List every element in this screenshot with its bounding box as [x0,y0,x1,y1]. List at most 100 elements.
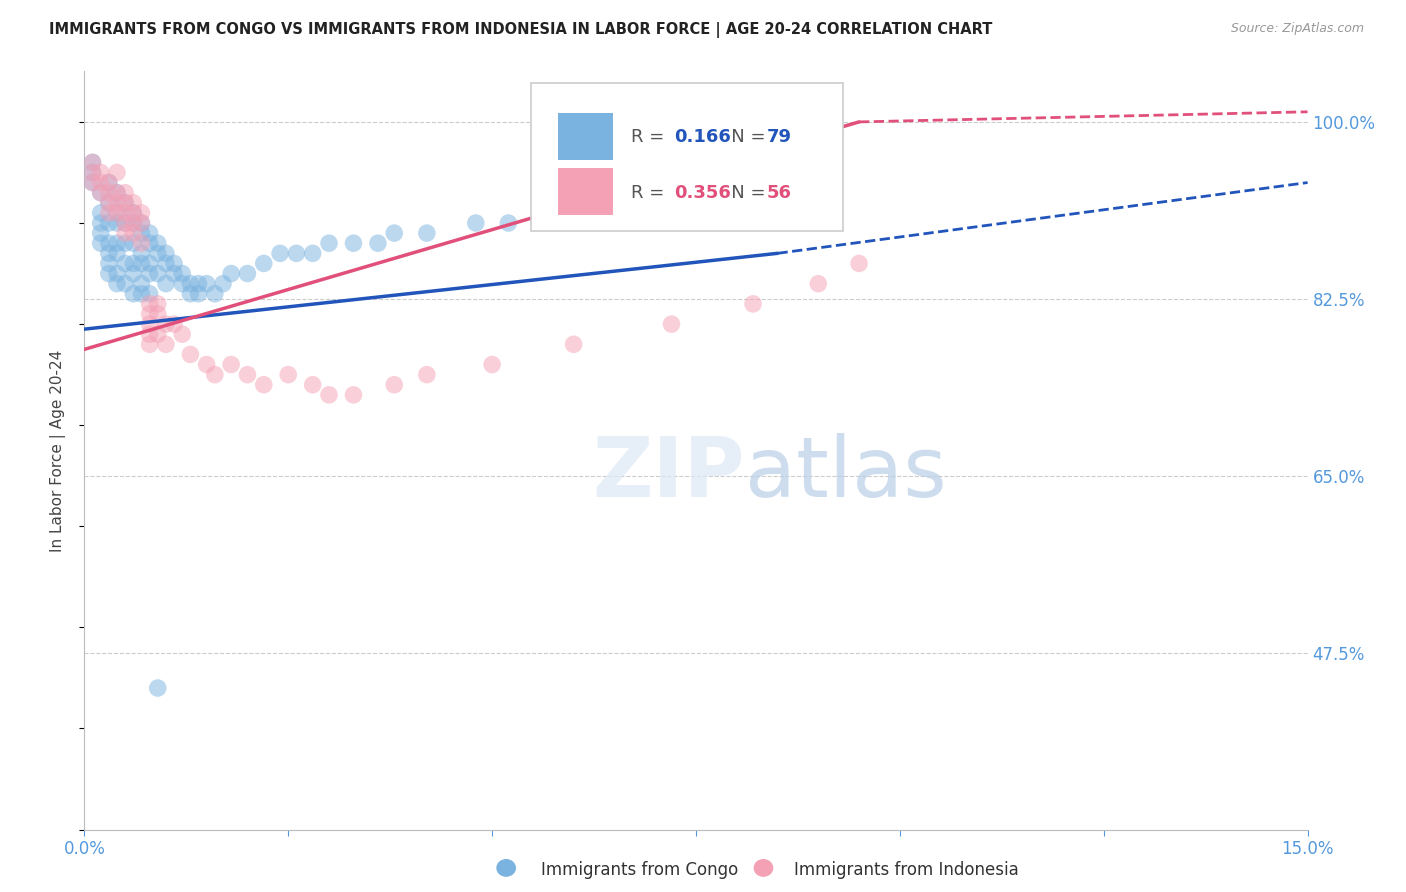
Point [155,337,177,351]
Point [114,277,136,291]
Point [179,277,201,291]
Point [138,327,160,342]
Point [90,176,112,190]
Point [163,267,186,281]
Point [172,277,194,291]
Point [138,226,160,240]
Point [146,681,169,695]
Point [138,317,160,331]
Point [105,267,128,281]
Point [498,216,520,230]
Point [122,236,145,251]
Point [82,155,104,169]
Point [105,206,128,220]
Point [285,246,308,260]
Point [318,236,340,251]
Text: Source: ZipAtlas.com: Source: ZipAtlas.com [1230,22,1364,36]
Point [122,216,145,230]
Point [114,206,136,220]
Point [138,286,160,301]
Point [90,216,112,230]
Text: Immigrants from Indonesia: Immigrants from Indonesia [794,861,1019,879]
Point [97,195,120,210]
Point [90,226,112,240]
Point [114,216,136,230]
Point [146,327,169,342]
Point [131,226,153,240]
Point [97,195,120,210]
Point [114,195,136,210]
Point [179,286,201,301]
Point [204,286,226,301]
Point [416,368,439,382]
Point [131,256,153,270]
Point [82,165,104,179]
Point [105,186,128,200]
Point [742,195,765,210]
Point [122,256,145,270]
Point [253,377,276,392]
Text: 0.356: 0.356 [673,184,731,202]
Point [562,206,585,220]
Point [301,377,323,392]
Point [138,297,160,311]
Point [195,277,218,291]
Point [122,267,145,281]
Point [97,216,120,230]
Point [82,176,104,190]
Text: N =: N = [714,184,772,202]
Point [464,216,486,230]
Point [562,337,585,351]
Text: IMMIGRANTS FROM CONGO VS IMMIGRANTS FROM INDONESIA IN LABOR FORCE | AGE 20-24 CO: IMMIGRANTS FROM CONGO VS IMMIGRANTS FROM… [49,22,993,38]
Point [204,368,226,382]
Point [685,195,707,210]
Point [172,327,194,342]
Point [90,186,112,200]
Point [382,226,405,240]
Point [146,297,169,311]
Point [114,226,136,240]
Point [122,216,145,230]
Point [155,246,177,260]
Point [90,186,112,200]
Text: atlas: atlas [745,433,946,514]
Point [90,206,112,220]
Point [138,256,160,270]
FancyBboxPatch shape [558,113,613,160]
Text: 0.166: 0.166 [673,128,731,146]
FancyBboxPatch shape [558,169,613,216]
Point [416,226,439,240]
Point [155,277,177,291]
Text: ZIP: ZIP [592,433,745,514]
Point [97,267,120,281]
Point [138,267,160,281]
Point [122,206,145,220]
Text: 79: 79 [766,128,792,146]
Point [105,236,128,251]
Point [253,256,276,270]
Point [131,206,153,220]
Point [807,277,830,291]
Point [236,267,259,281]
Point [131,277,153,291]
Point [82,176,104,190]
Point [122,286,145,301]
Point [138,337,160,351]
Point [155,317,177,331]
Point [187,277,209,291]
Point [114,195,136,210]
Point [105,277,128,291]
Point [105,186,128,200]
Point [97,246,120,260]
Point [342,388,364,402]
Point [114,216,136,230]
FancyBboxPatch shape [531,83,842,230]
Point [187,286,209,301]
Point [155,256,177,270]
Point [627,206,650,220]
Y-axis label: In Labor Force | Age 20-24: In Labor Force | Age 20-24 [49,350,66,551]
Point [269,246,291,260]
Point [90,236,112,251]
Text: 56: 56 [766,184,792,202]
Point [382,377,405,392]
